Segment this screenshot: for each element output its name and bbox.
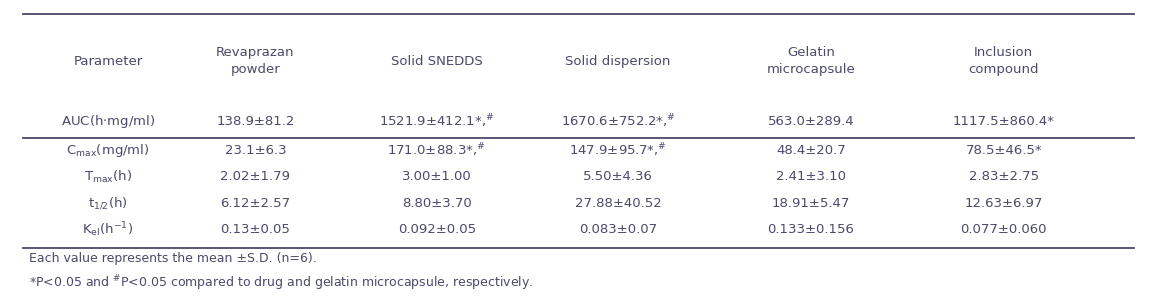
Text: Inclusion
compound: Inclusion compound	[968, 46, 1039, 77]
Text: 27.88±40.52: 27.88±40.52	[575, 197, 662, 210]
Text: 48.4±20.7: 48.4±20.7	[776, 144, 846, 157]
Text: 171.0±88.3*,$^{\#}$: 171.0±88.3*,$^{\#}$	[388, 142, 486, 159]
Text: 0.077±0.060: 0.077±0.060	[960, 224, 1047, 236]
Text: 6.12±2.57: 6.12±2.57	[220, 197, 290, 210]
Text: Each value represents the mean ±S.D. (n=6).: Each value represents the mean ±S.D. (n=…	[29, 252, 316, 265]
Text: 2.83±2.75: 2.83±2.75	[968, 170, 1039, 183]
Text: 23.1±6.3: 23.1±6.3	[224, 144, 286, 157]
Text: 147.9±95.7*,$^{\#}$: 147.9±95.7*,$^{\#}$	[569, 142, 666, 159]
Text: 1670.6±752.2*,$^{\#}$: 1670.6±752.2*,$^{\#}$	[561, 112, 676, 130]
Text: Parameter: Parameter	[73, 55, 142, 68]
Text: 18.91±5.47: 18.91±5.47	[772, 197, 850, 210]
Text: 563.0±289.4: 563.0±289.4	[767, 115, 854, 127]
Text: Gelatin
microcapsule: Gelatin microcapsule	[767, 46, 855, 77]
Text: Revaprazan
powder: Revaprazan powder	[216, 46, 295, 77]
Text: 3.00±1.00: 3.00±1.00	[401, 170, 472, 183]
Text: 1117.5±860.4*: 1117.5±860.4*	[952, 115, 1055, 127]
Text: 0.092±0.05: 0.092±0.05	[398, 224, 476, 236]
Text: 2.41±3.10: 2.41±3.10	[776, 170, 846, 183]
Text: 0.133±0.156: 0.133±0.156	[767, 224, 854, 236]
Text: AUC(h$\cdot$mg/ml): AUC(h$\cdot$mg/ml)	[61, 113, 155, 130]
Text: 0.083±0.07: 0.083±0.07	[580, 224, 657, 236]
Text: 8.80±3.70: 8.80±3.70	[401, 197, 472, 210]
Text: Solid dispersion: Solid dispersion	[566, 55, 671, 68]
Text: T$_{\mathregular{max}}$(h): T$_{\mathregular{max}}$(h)	[83, 169, 132, 185]
Text: 2.02±1.79: 2.02±1.79	[220, 170, 290, 183]
Text: K$_{\mathregular{el}}$(h$^{-1}$): K$_{\mathregular{el}}$(h$^{-1}$)	[82, 221, 133, 239]
Text: 5.50±4.36: 5.50±4.36	[583, 170, 653, 183]
Text: C$_{\mathregular{max}}$(mg/ml): C$_{\mathregular{max}}$(mg/ml)	[66, 142, 149, 159]
Text: *P<0.05 and $^{\#}$P<0.05 compared to drug and gelatin microcapsule, respectivel: *P<0.05 and $^{\#}$P<0.05 compared to dr…	[29, 273, 533, 293]
Text: Solid SNEDDS: Solid SNEDDS	[391, 55, 482, 68]
Text: 78.5±46.5*: 78.5±46.5*	[965, 144, 1042, 157]
Text: 12.63±6.97: 12.63±6.97	[965, 197, 1042, 210]
Text: 0.13±0.05: 0.13±0.05	[221, 224, 290, 236]
Text: 138.9±81.2: 138.9±81.2	[216, 115, 295, 127]
Text: 1521.9±412.1*,$^{\#}$: 1521.9±412.1*,$^{\#}$	[379, 112, 494, 130]
Text: t$_{1/2}$(h): t$_{1/2}$(h)	[88, 196, 128, 211]
